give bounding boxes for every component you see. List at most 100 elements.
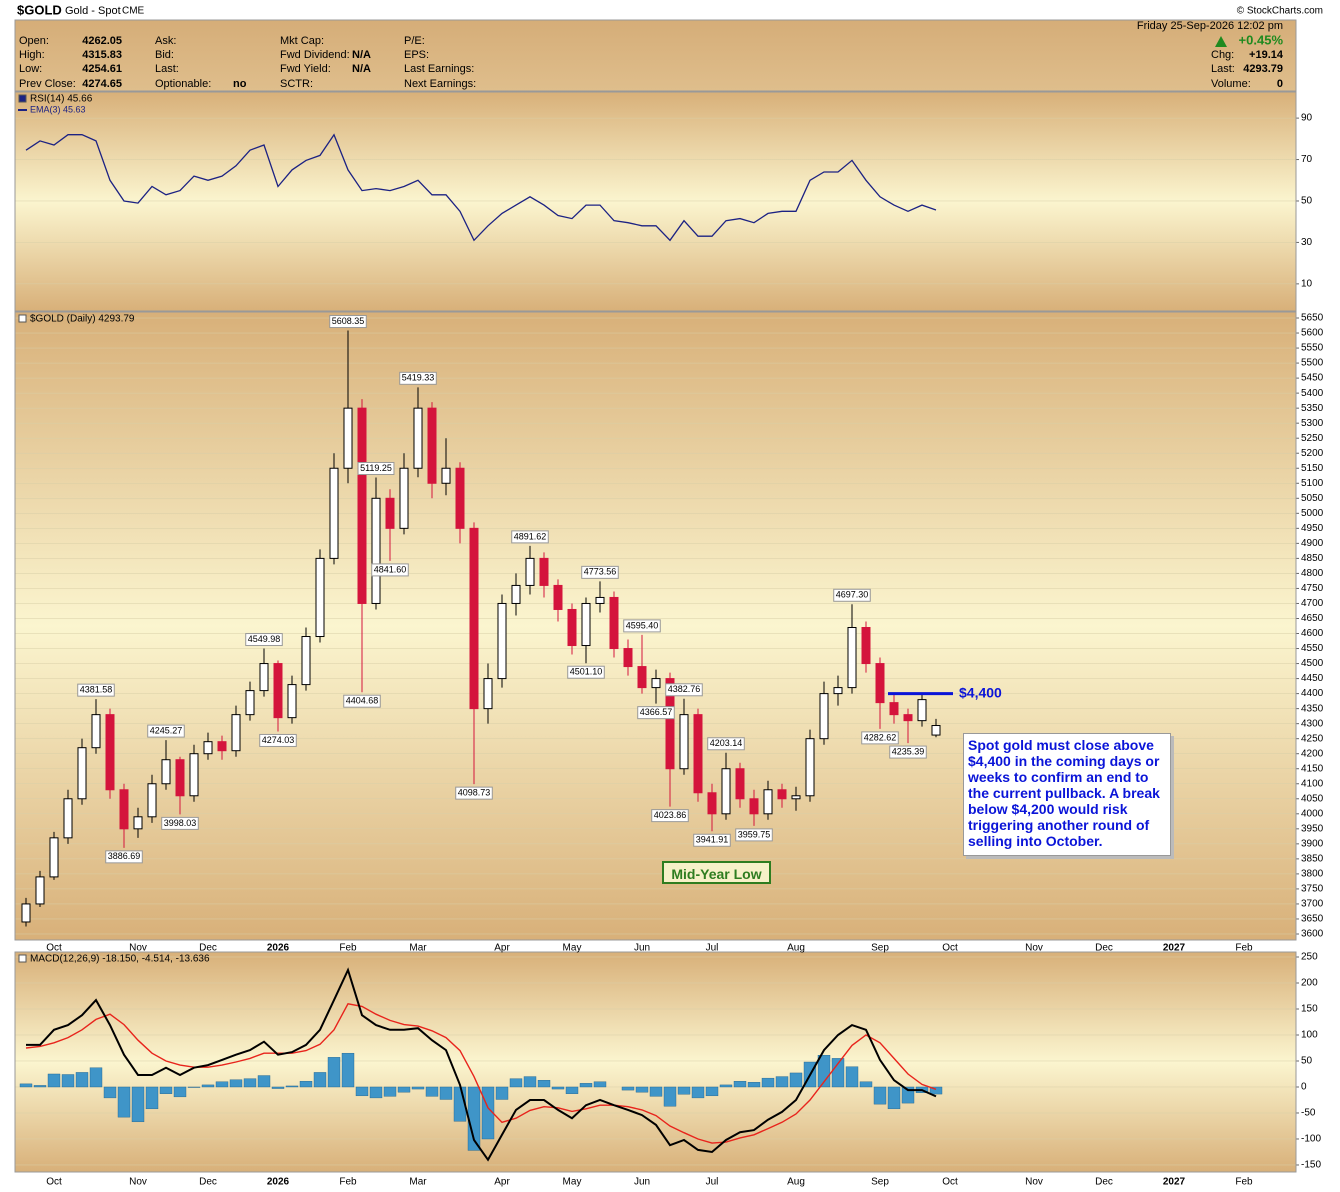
extreme-label: 3998.03 [164, 818, 197, 828]
candle-body [497, 602, 507, 680]
y-tick-label: 5100 [1301, 478, 1324, 489]
histogram-bar [285, 1085, 299, 1088]
candle-body [273, 663, 283, 719]
y-tick-label: 4350 [1301, 703, 1324, 714]
y-tick-label: 3950 [1301, 823, 1324, 834]
extreme-label-box [651, 809, 689, 823]
panel-border [14, 951, 1297, 1173]
x-tick-label: Dec [199, 943, 217, 954]
extreme-label-box [861, 731, 899, 745]
field-label: High: [19, 49, 45, 61]
extreme-label: 4098.73 [458, 788, 491, 798]
candle-body [791, 795, 801, 800]
candle-body [301, 636, 311, 686]
candle-body [525, 557, 535, 586]
histogram-bar [747, 1082, 761, 1088]
candle-body [119, 789, 129, 830]
field-label: EPS: [404, 49, 429, 61]
histogram-bar [47, 1073, 61, 1088]
histogram-bar [341, 1052, 355, 1088]
candle-body [623, 648, 633, 668]
histogram-bar [425, 1086, 439, 1097]
candle-body [931, 725, 941, 736]
histogram-bar [103, 1086, 117, 1099]
extreme-label-box [889, 745, 927, 759]
y-tick-label: 4450 [1301, 673, 1324, 684]
instrument-name: Gold - Spot [65, 5, 121, 17]
extreme-label-box [371, 563, 409, 577]
histogram-bar [299, 1081, 313, 1088]
candle-body [693, 714, 703, 794]
candle-body [357, 407, 367, 604]
x-tick-label: Oct [46, 1177, 62, 1188]
panel-border [14, 91, 1297, 312]
x-tick-label: Jul [706, 943, 719, 954]
field-value: 4254.61 [82, 63, 122, 75]
histogram-bar [775, 1076, 789, 1088]
panel-legend: MACD(12,26,9) -18.150, -4.514, -13.636 [30, 954, 210, 965]
exchange: CME [122, 6, 145, 17]
histogram-bar [19, 1083, 33, 1088]
y-tick-label: 50 [1301, 1056, 1313, 1067]
histogram-bar [257, 1075, 271, 1088]
y-tick-label: 5050 [1301, 493, 1324, 504]
y-tick-label: 4700 [1301, 598, 1324, 609]
histogram-bar [229, 1079, 243, 1088]
extreme-label-box [693, 833, 731, 847]
candle-body [833, 687, 843, 695]
candle-body [861, 627, 871, 665]
panel-legend: EMA(3) 45.63 [30, 104, 86, 114]
extreme-label: 3959.75 [738, 829, 771, 839]
x-tick-label: 2027 [1163, 943, 1186, 954]
candle-body [763, 789, 773, 815]
histogram-bar [733, 1081, 747, 1088]
extreme-label: 5608.35 [332, 316, 365, 326]
x-tick-label: Jul [706, 1177, 719, 1188]
candle-body [707, 792, 717, 815]
x-tick-label: Oct [942, 943, 958, 954]
panel-legend: $GOLD (Daily) 4293.79 [30, 314, 135, 325]
y-tick-label: 50 [1301, 196, 1313, 207]
histogram-bar [887, 1086, 901, 1110]
y-tick-label: 4200 [1301, 748, 1324, 759]
x-tick-label: Nov [1025, 943, 1043, 954]
rsi-line [25, 133, 937, 242]
panel-border [14, 311, 1297, 941]
histogram-bar [635, 1086, 649, 1093]
x-tick-label: 2026 [267, 943, 290, 954]
candle-body [385, 497, 395, 529]
y-tick-label: 3900 [1301, 838, 1324, 849]
x-tick-label: 2026 [267, 1177, 290, 1188]
candle-body [749, 798, 759, 815]
x-tick-label: Feb [1235, 943, 1253, 954]
candle-body [49, 837, 59, 878]
y-tick-label: 10 [1301, 278, 1313, 289]
field-label: Prev Close: [19, 78, 76, 90]
y-tick-label: 250 [1301, 952, 1318, 963]
candle-body [483, 678, 493, 710]
field-value: N/A [352, 49, 371, 61]
x-tick-label: Dec [1095, 1177, 1113, 1188]
extreme-label: 4203.14 [710, 738, 743, 748]
x-tick-label: Dec [1095, 943, 1113, 954]
extreme-label-box [329, 315, 367, 329]
extreme-label: 4891.62 [514, 531, 547, 541]
panel-background [14, 951, 1297, 1173]
candle-body [581, 602, 591, 647]
copyright: © StockCharts.com [1237, 6, 1323, 17]
extreme-label: 3886.69 [108, 851, 141, 861]
y-tick-label: 4950 [1301, 523, 1324, 534]
extreme-label-box [357, 461, 395, 475]
histogram-bar [789, 1072, 803, 1088]
legend-swatch [18, 954, 27, 963]
extreme-label: 4841.60 [374, 564, 407, 574]
candle-body [245, 690, 255, 716]
y-tick-label: 5350 [1301, 403, 1324, 414]
y-tick-label: 4550 [1301, 643, 1324, 654]
y-tick-label: 100 [1301, 1030, 1318, 1041]
candle-body [413, 407, 423, 469]
histogram-bar [495, 1086, 509, 1100]
extreme-label-box [707, 737, 745, 751]
x-tick-label: Nov [1025, 1177, 1043, 1188]
